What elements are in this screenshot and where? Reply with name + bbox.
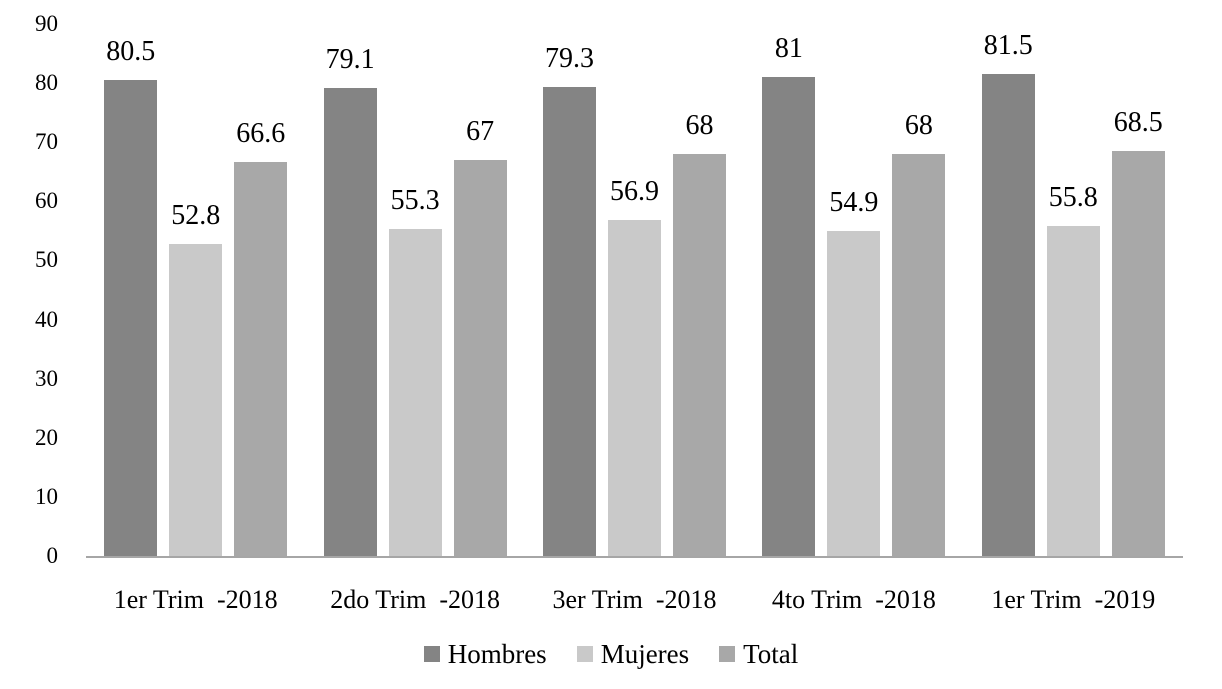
bar-hombres — [104, 80, 158, 556]
bar-total — [892, 154, 946, 556]
bar-value-label: 80.5 — [106, 36, 156, 68]
legend-item-mujeres: Mujeres — [576, 638, 690, 670]
y-tick-label: 70 — [35, 129, 58, 155]
y-tick-label: 20 — [35, 424, 58, 450]
bar-total — [453, 160, 507, 556]
bar-hombres — [323, 88, 377, 556]
y-tick-label: 0 — [46, 543, 59, 568]
y-axis: 0 10 20 30 40 50 60 70 80 90 — [0, 0, 60, 689]
legend-item-hombres: Hombres — [423, 638, 547, 670]
bar-mujeres — [608, 220, 661, 556]
legend: Hombres Mujeres Total — [0, 638, 1222, 670]
x-category-label: 1er Trim -2018 — [113, 585, 278, 614]
bar-value-label: 79.1 — [325, 44, 375, 76]
bar-value-label: 68.5 — [1113, 107, 1163, 139]
bar-value-label: 79.3 — [545, 43, 594, 75]
y-tick-label: 40 — [35, 306, 58, 332]
bar-value-label: 52.8 — [171, 200, 221, 232]
bar-value-label: 68 — [685, 110, 714, 142]
bar-value-label: 55.8 — [1048, 182, 1098, 214]
bar-hombres — [762, 77, 816, 556]
y-tick-label: 90 — [35, 11, 58, 36]
bar-value-label: 68 — [904, 110, 933, 142]
legend-swatch-mujeres — [576, 646, 593, 662]
x-category-label: 4to Trim -2018 — [771, 585, 936, 614]
bar-hombres — [543, 87, 596, 556]
bar-value-label: 55.3 — [390, 185, 440, 217]
y-tick-label: 10 — [35, 483, 58, 509]
bar-mujeres — [169, 244, 223, 556]
y-tick-label: 50 — [35, 247, 58, 273]
x-category-label: 1er Trim -2019 — [991, 585, 1156, 614]
x-axis-baseline — [86, 556, 1183, 558]
legend-item-total: Total — [719, 638, 798, 670]
legend-label-total: Total — [743, 639, 799, 669]
bar-hombres — [981, 74, 1035, 556]
y-tick-label: 60 — [35, 188, 58, 214]
bar-value-label: 81.5 — [983, 30, 1033, 62]
x-category-label: 2do Trim -2018 — [330, 585, 500, 614]
bar-value-label: 56.9 — [610, 176, 659, 208]
bar-mujeres — [1046, 226, 1100, 556]
bar-mujeres — [388, 229, 442, 556]
bar-value-label: 54.9 — [829, 187, 879, 219]
bar-total — [234, 162, 288, 556]
x-category-label: 3er Trim -2018 — [552, 585, 717, 614]
bar-value-label: 81 — [774, 33, 803, 65]
legend-swatch-total — [719, 646, 736, 662]
bar-mujeres — [827, 231, 881, 556]
legend-label-hombres: Hombres — [447, 639, 547, 669]
bar-value-label: 67 — [466, 116, 495, 148]
legend-swatch-hombres — [423, 646, 440, 662]
legend-label-mujeres: Mujeres — [600, 639, 690, 669]
y-tick-label: 80 — [35, 70, 58, 96]
bar-value-label: 66.6 — [236, 118, 286, 150]
y-tick-label: 30 — [35, 365, 58, 391]
bar-total — [1111, 151, 1165, 556]
bar-total — [673, 154, 726, 556]
